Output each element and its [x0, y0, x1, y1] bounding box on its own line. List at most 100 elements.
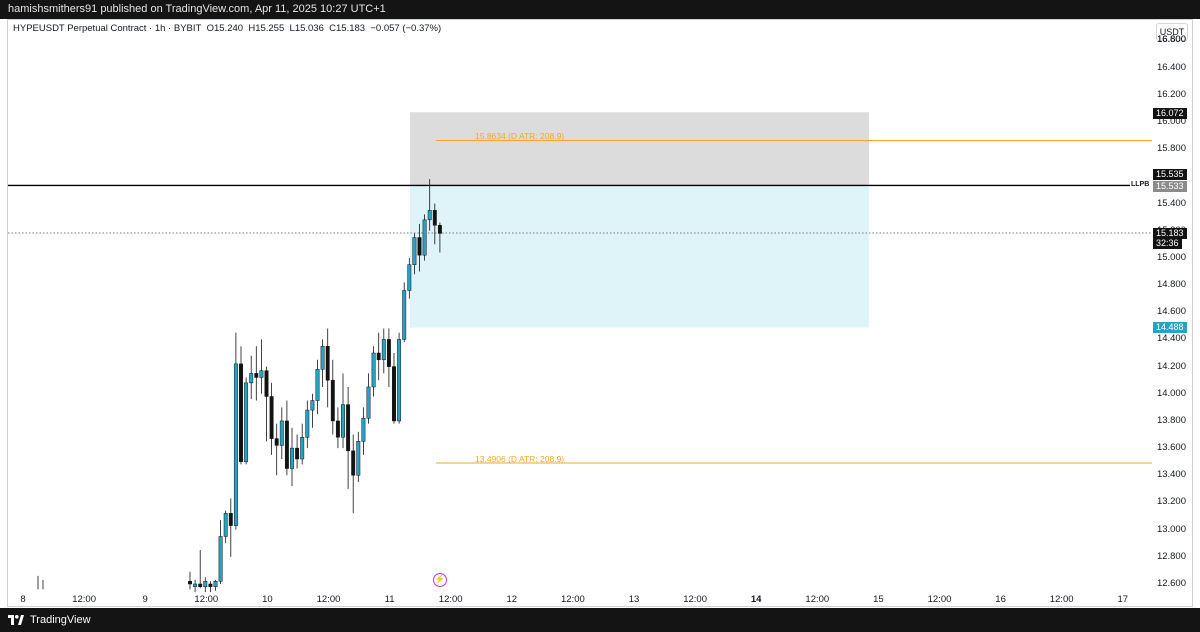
candle-body [305, 409, 310, 438]
candle-body [386, 339, 391, 367]
candle-body [208, 583, 213, 587]
time-axis-tick: 11 [384, 594, 395, 605]
legend-low: L15.036 [289, 23, 324, 34]
candle-body [198, 583, 203, 587]
price-axis-tick: 13.600 [1156, 442, 1186, 454]
price-axis-tick: 13.200 [1156, 496, 1186, 508]
last-price-tag: 15.183 [1153, 228, 1187, 239]
legend-open: O15.240 [206, 23, 244, 34]
candle-body [392, 366, 396, 422]
candle-body [269, 396, 274, 439]
candle-body [432, 210, 437, 226]
candle-body [402, 290, 407, 340]
candle-body [335, 420, 340, 438]
price-axis-tick: 14.200 [1156, 360, 1186, 372]
price-axis-tick: 16.600 [1156, 34, 1186, 46]
candle-body [427, 210, 432, 221]
candle-body [274, 438, 279, 446]
price-axis-tick: 12.600 [1156, 578, 1186, 589]
time-axis-tick: 9 [142, 594, 148, 605]
symbol-legend: HYPEUSDT Perpetual Contract · 1h · BYBIT… [13, 23, 441, 34]
time-axis-tick: 12:00 [1049, 594, 1074, 605]
candle-body [381, 339, 386, 361]
candle-body [249, 373, 254, 384]
candle-body [341, 404, 345, 438]
target-zone-box [410, 185, 869, 328]
time-axis-tick: 15 [873, 594, 884, 605]
time-axis-tick: 12:00 [194, 594, 219, 605]
time-axis-tick: 13 [628, 594, 640, 605]
candle-body [315, 369, 320, 401]
tradingview-logo-icon [8, 615, 24, 625]
candle-body [264, 370, 269, 397]
candle-body [330, 379, 335, 422]
time-axis-tick: 16 [995, 594, 1006, 605]
candle-body [320, 345, 325, 370]
candle-body [412, 237, 417, 265]
currency-button[interactable]: USDT [1156, 23, 1188, 41]
llpb-line-label: LLPB [1131, 181, 1150, 188]
price-axis-tick: 16.400 [1156, 61, 1186, 73]
candle-body [223, 513, 228, 537]
time-axis-tick: 12:00 [561, 594, 585, 605]
atr-upper-label: 15.8634 (D ATR: 208.9) [475, 131, 565, 141]
price-axis-tick: 14.600 [1156, 306, 1186, 318]
price-axis-tick: 12.800 [1156, 550, 1186, 562]
event-lightning-icon[interactable]: ⚡ [433, 573, 447, 587]
candle-body [346, 404, 351, 452]
candle-body [325, 345, 330, 381]
time-axis-tick: 10 [262, 594, 273, 605]
resistance-price-tag: 15.535 [1153, 169, 1187, 180]
legend-change: −0.057 (−0.37%) [370, 23, 442, 34]
candle-body [218, 536, 223, 582]
candle-body [351, 450, 356, 476]
time-axis-tick: 12:00 [438, 594, 463, 605]
legend-close: C15.183 [329, 23, 366, 34]
price-axis-tick: 13.400 [1156, 469, 1186, 481]
published-header: hamishsmithers91 published on TradingVie… [0, 0, 1200, 19]
footer-brand: TradingView [30, 614, 91, 626]
legend-symbol[interactable]: HYPEUSDT Perpetual Contract · 1h · BYBIT [13, 23, 202, 34]
price-axis-tick: 14.000 [1156, 387, 1186, 399]
time-axis-tick: 8 [20, 594, 26, 605]
candle-body [366, 386, 371, 419]
candle-body [417, 237, 422, 256]
candle-body [290, 447, 294, 469]
footer-bar: TradingView [0, 608, 1200, 632]
published-text: hamishsmithers91 published on TradingVie… [8, 3, 386, 15]
candle-body [213, 581, 218, 587]
candle-body [193, 583, 198, 587]
time-axis-tick: 12 [506, 594, 518, 605]
candle-body [284, 420, 289, 469]
time-axis-tick: 12:00 [927, 594, 952, 605]
candle-body [279, 420, 284, 446]
candle-body [239, 363, 243, 462]
price-axis-tick: 13.800 [1156, 414, 1186, 426]
candle-body [371, 352, 376, 388]
price-axis-tick: 16.000 [1156, 116, 1186, 127]
time-axis-tick: 12:00 [72, 594, 96, 605]
atr-lower-label: 13.4906 (D ATR: 208.9) [475, 454, 565, 464]
time-axis-tick: 12:00 [683, 594, 707, 605]
price-axis-tick: 16.200 [1156, 88, 1186, 100]
llpb-price-tag: 15.533 [1153, 181, 1187, 192]
legend-high: H15.255 [248, 23, 285, 34]
candle-body [254, 373, 259, 378]
time-axis-tick: 12:00 [316, 594, 341, 605]
zone-top-price-tag: 16.072 [1153, 108, 1187, 119]
candle-body [397, 339, 402, 422]
price-axis-tick: 13.000 [1156, 523, 1186, 535]
candle-body [228, 513, 233, 526]
candle-body [437, 225, 442, 234]
price-axis-tick: 15.800 [1156, 143, 1186, 155]
price-axis-tick: 14.400 [1156, 333, 1186, 345]
zone-bottom-price-tag: 14.488 [1153, 322, 1187, 333]
candle-body [356, 441, 361, 476]
candle-body [188, 581, 192, 585]
candle-body [259, 370, 264, 378]
candle-body [233, 363, 238, 526]
candle-body [300, 436, 305, 460]
time-axis-tick: 14 [750, 594, 762, 605]
candle-body [376, 352, 381, 361]
